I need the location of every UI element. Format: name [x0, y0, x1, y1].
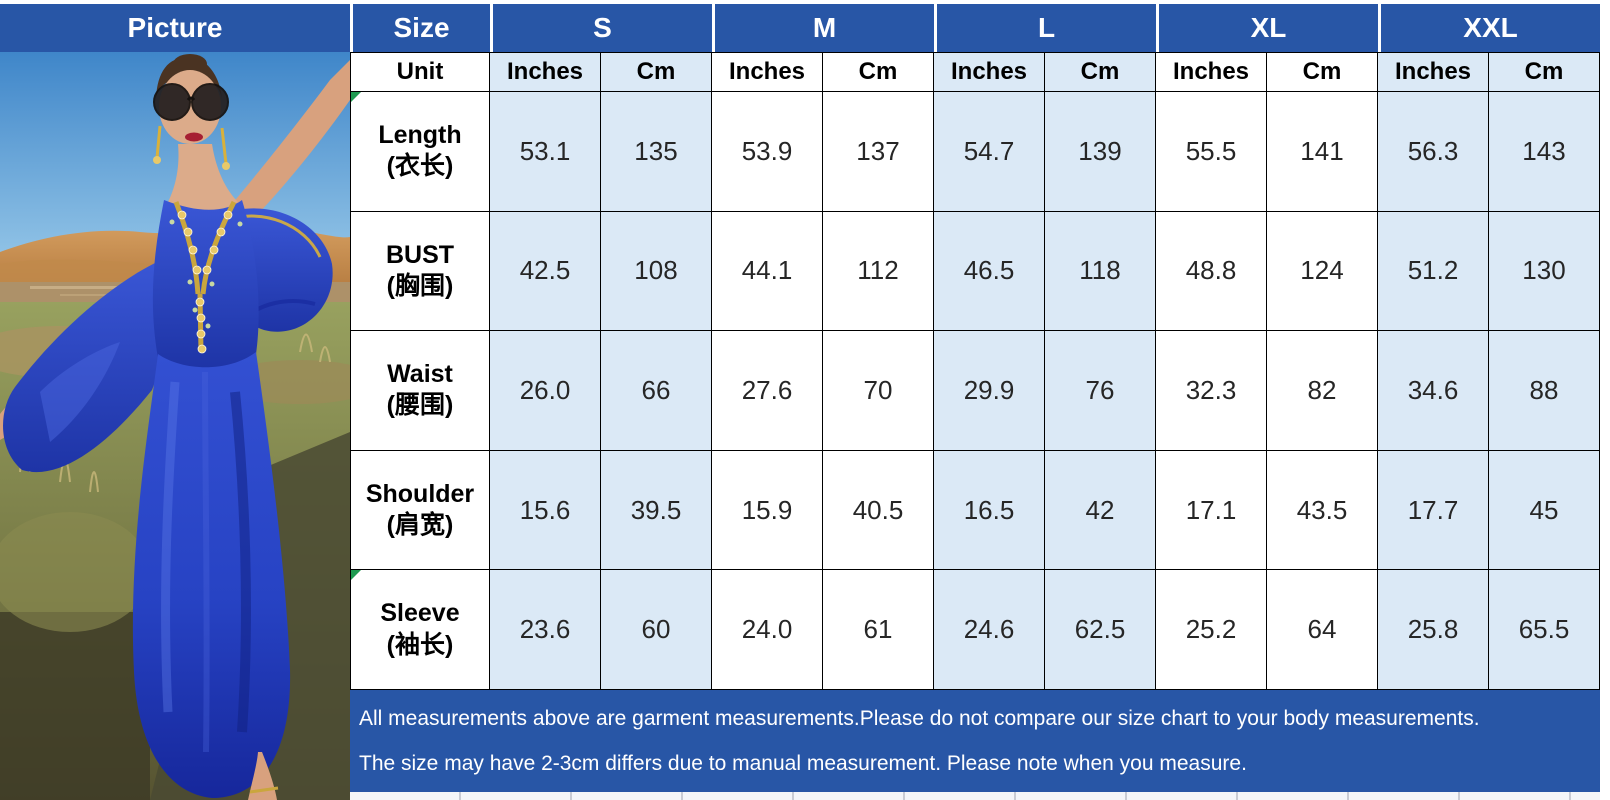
table-row-length: Length (衣长) 53.1 135 53.9 137 54.7 139 5… [350, 92, 1600, 212]
size-value-cell: 124 [1267, 211, 1378, 332]
size-col-header-xl: XL [1156, 4, 1378, 52]
size-value-cell: 108 [601, 211, 712, 332]
size-value-cell: 32.3 [1156, 331, 1267, 451]
unit-cell: Cm [1489, 52, 1600, 92]
size-value-cell: 141 [1267, 92, 1378, 212]
size-value-cell: 76 [1045, 331, 1156, 451]
size-value-cell: 46.5 [934, 211, 1045, 332]
size-value-cell: 112 [823, 211, 934, 332]
size-col-header-m: M [712, 4, 934, 52]
size-value-cell: 65.5 [1489, 570, 1600, 690]
size-value-cell: 29.9 [934, 331, 1045, 451]
picture-column: Picture [0, 0, 350, 800]
size-value-cell: 137 [823, 92, 934, 212]
size-value-cell: 64 [1267, 570, 1378, 690]
size-value-cell: 40.5 [823, 450, 934, 571]
size-value-cell: 70 [823, 331, 934, 451]
size-value-cell: 24.0 [712, 570, 823, 690]
excel-error-indicator [351, 570, 361, 581]
size-value-cell: 25.8 [1378, 570, 1489, 690]
product-photo [0, 52, 350, 800]
size-value-cell: 53.1 [490, 92, 601, 212]
size-value-cell: 45 [1489, 450, 1600, 571]
unit-cell: Inches [490, 52, 601, 92]
table-row-bust: BUST (胸围) 42.5 108 44.1 112 46.5 118 48.… [350, 211, 1600, 332]
top-margin-strip [0, 0, 1610, 4]
unit-header-row: Unit Inches Cm Inches Cm Inches Cm Inche… [350, 52, 1600, 92]
size-value-cell: 17.1 [1156, 450, 1267, 571]
size-col-header-s: S [490, 4, 712, 52]
size-value-cell: 39.5 [601, 450, 712, 571]
size-value-cell: 44.1 [712, 211, 823, 332]
unit-cell: Cm [1045, 52, 1156, 92]
size-value-cell: 24.6 [934, 570, 1045, 690]
size-value-cell: 42 [1045, 450, 1156, 571]
size-value-cell: 118 [1045, 211, 1156, 332]
unit-cell: Inches [934, 52, 1045, 92]
size-col-header-xxl: XXL [1378, 4, 1600, 52]
measurement-notes: All measurements above are garment measu… [350, 690, 1600, 792]
size-value-cell: 23.6 [490, 570, 601, 690]
size-value-cell: 61 [823, 570, 934, 690]
row-label-bust: BUST (胸围) [350, 211, 490, 332]
size-value-cell: 48.8 [1156, 211, 1267, 332]
measurement-rows: Length (衣长) 53.1 135 53.9 137 54.7 139 5… [350, 92, 1600, 690]
picture-header-label: Picture [127, 12, 223, 43]
bottom-gridline-strip [350, 792, 1600, 800]
size-value-cell: 56.3 [1378, 92, 1489, 212]
size-value-cell: 27.6 [712, 331, 823, 451]
row-label-sleeve: Sleeve (袖长) [350, 570, 490, 690]
table-row-sleeve: Sleeve (袖长) 23.6 60 24.0 61 24.6 62.5 25… [350, 570, 1600, 690]
size-value-cell: 130 [1489, 211, 1600, 332]
size-value-cell: 26.0 [490, 331, 601, 451]
size-value-cell: 62.5 [1045, 570, 1156, 690]
size-value-cell: 53.9 [712, 92, 823, 212]
row-label-length: Length (衣长) [350, 92, 490, 212]
row-label-shoulder: Shoulder (肩宽) [350, 450, 490, 571]
size-value-cell: 25.2 [1156, 570, 1267, 690]
size-value-cell: 51.2 [1378, 211, 1489, 332]
row-label-waist: Waist (腰围) [350, 331, 490, 451]
size-value-cell: 82 [1267, 331, 1378, 451]
unit-cell: Inches [712, 52, 823, 92]
unit-header-cell: Unit [350, 52, 490, 92]
excel-error-indicator [351, 92, 361, 102]
size-value-cell: 54.7 [934, 92, 1045, 212]
unit-cell: Cm [1267, 52, 1378, 92]
size-value-cell: 139 [1045, 92, 1156, 212]
unit-cell: Inches [1156, 52, 1267, 92]
size-value-cell: 143 [1489, 92, 1600, 212]
size-value-cell: 60 [601, 570, 712, 690]
size-col-header-l: L [934, 4, 1156, 52]
size-value-cell: 43.5 [1267, 450, 1378, 571]
size-value-cell: 42.5 [490, 211, 601, 332]
table-row-shoulder: Shoulder (肩宽) 15.6 39.5 15.9 40.5 16.5 4… [350, 450, 1600, 571]
size-value-cell: 15.6 [490, 450, 601, 571]
size-value-cell: 15.9 [712, 450, 823, 571]
size-value-cell: 135 [601, 92, 712, 212]
size-value-cell: 16.5 [934, 450, 1045, 571]
size-header-row: Size S M L XL XXL [350, 4, 1600, 52]
size-value-cell: 66 [601, 331, 712, 451]
size-value-cell: 17.7 [1378, 450, 1489, 571]
note-line-2: The size may have 2-3cm differs due to m… [359, 751, 1247, 775]
size-table: Size S M L XL XXL Unit Inches Cm Inches … [350, 0, 1610, 800]
product-photo-illustration [0, 52, 350, 800]
note-line-1: All measurements above are garment measu… [359, 706, 1480, 730]
size-value-cell: 88 [1489, 331, 1600, 451]
picture-header: Picture [0, 4, 350, 52]
unit-cell: Cm [823, 52, 934, 92]
size-header-cell: Size [350, 4, 490, 52]
size-value-cell: 34.6 [1378, 331, 1489, 451]
unit-cell: Inches [1378, 52, 1489, 92]
unit-cell: Cm [601, 52, 712, 92]
table-row-waist: Waist (腰围) 26.0 66 27.6 70 29.9 76 32.3 … [350, 331, 1600, 451]
size-value-cell: 55.5 [1156, 92, 1267, 212]
